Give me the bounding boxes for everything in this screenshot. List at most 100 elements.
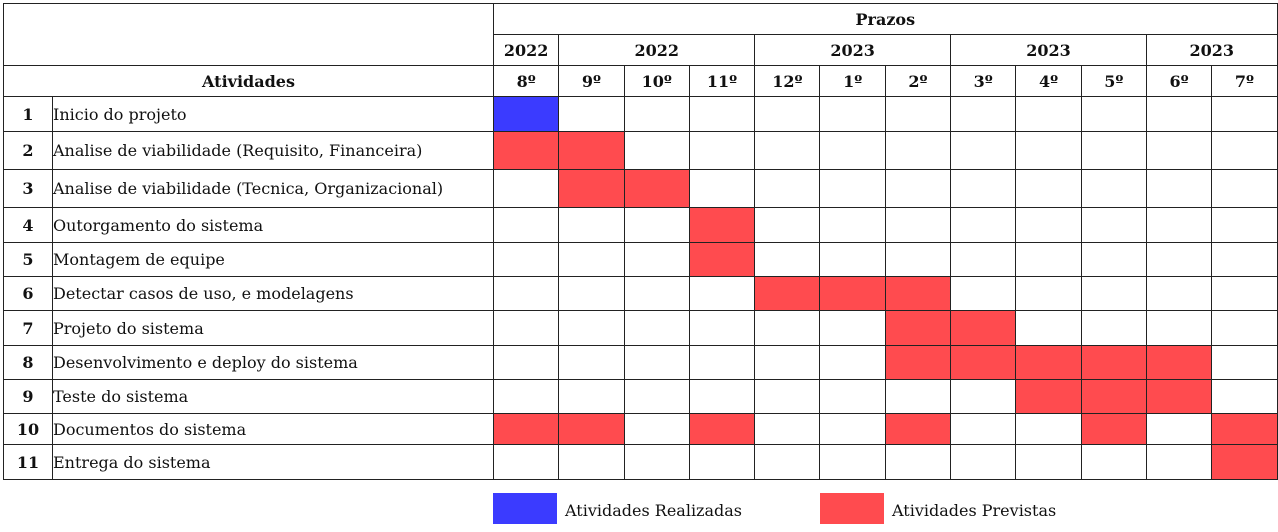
header-year: 2023	[1145, 34, 1278, 66]
timeline-cell-planned	[1145, 379, 1213, 414]
timeline-cell-empty	[754, 242, 821, 277]
timeline-cell-empty	[623, 131, 690, 170]
activity-name: Outorgamento do sistema	[52, 207, 494, 243]
timeline-cell-empty	[950, 413, 1017, 445]
timeline-cell-empty	[884, 444, 952, 480]
timeline-cell-empty	[688, 345, 756, 380]
timeline-cell-planned	[492, 131, 560, 170]
timeline-cell-empty	[1145, 169, 1213, 208]
timeline-cell-empty	[819, 379, 886, 414]
timeline-cell-planned	[1015, 345, 1082, 380]
timeline-cell-empty	[1211, 207, 1278, 243]
timeline-cell-planned	[1080, 345, 1147, 380]
activity-number: 11	[3, 444, 53, 480]
timeline-cell-empty	[558, 310, 625, 346]
header-prazos: Prazos	[493, 3, 1278, 35]
timeline-cell-empty	[1211, 379, 1278, 414]
header-month: 7º	[1211, 65, 1278, 97]
timeline-cell-empty	[1211, 96, 1278, 132]
timeline-cell-empty	[623, 413, 690, 445]
timeline-cell-planned	[884, 276, 952, 311]
timeline-cell-empty	[754, 207, 821, 243]
timeline-cell-empty	[623, 444, 690, 480]
activity-name: Projeto do sistema	[52, 310, 494, 346]
activity-row: 7 Projeto do sistema	[3, 310, 1278, 346]
timeline-cell-empty	[754, 310, 821, 346]
timeline-cell-empty	[492, 242, 560, 277]
timeline-cell-empty	[1145, 242, 1213, 277]
timeline-cell-empty	[754, 413, 821, 445]
timeline-cell-done	[492, 96, 560, 132]
timeline-cell-empty	[1145, 96, 1213, 132]
timeline-cell-empty	[819, 310, 886, 346]
activity-row: 11 Entrega do sistema	[3, 444, 1278, 480]
timeline-cell-empty	[884, 207, 952, 243]
timeline-cell-empty	[1080, 444, 1147, 480]
activity-number: 8	[3, 345, 53, 380]
timeline-cell-empty	[819, 444, 886, 480]
activity-row: 8 Desenvolvimento e deploy do sistema	[3, 345, 1278, 380]
timeline-cell-empty	[819, 413, 886, 445]
timeline-cell-planned	[819, 276, 886, 311]
timeline-cell-empty	[688, 169, 756, 208]
timeline-cell-planned	[558, 169, 625, 208]
timeline-cell-empty	[623, 207, 690, 243]
timeline-cell-empty	[1015, 169, 1082, 208]
activity-name: Teste do sistema	[52, 379, 494, 414]
timeline-cell-planned	[1015, 379, 1082, 414]
timeline-cell-empty	[819, 207, 886, 243]
timeline-cell-planned	[1211, 413, 1278, 445]
timeline-cell-empty	[950, 276, 1017, 311]
timeline-cell-empty	[1211, 310, 1278, 346]
timeline-cell-empty	[754, 379, 821, 414]
timeline-cell-planned	[558, 131, 625, 170]
activity-row: 3 Analise de viabilidade (Tecnica, Organi…	[3, 169, 1278, 208]
timeline-cell-empty	[754, 96, 821, 132]
timeline-cell-empty	[558, 345, 625, 380]
legend-swatch-planned	[820, 493, 884, 524]
timeline-cell-empty	[819, 242, 886, 277]
header-month: 11º	[688, 65, 756, 97]
timeline-cell-empty	[1015, 207, 1082, 243]
timeline-cell-planned	[1211, 444, 1278, 480]
timeline-cell-empty	[1015, 276, 1082, 311]
timeline-cell-empty	[1145, 207, 1213, 243]
activity-row: 10 Documentos do sistema	[3, 413, 1278, 445]
timeline-cell-empty	[1211, 131, 1278, 170]
timeline-cell-empty	[1145, 310, 1213, 346]
timeline-cell-planned	[950, 345, 1017, 380]
timeline-cell-empty	[1015, 131, 1082, 170]
timeline-cell-planned	[623, 169, 690, 208]
timeline-cell-empty	[558, 242, 625, 277]
timeline-cell-empty	[492, 207, 560, 243]
header-atividades: Atividades	[3, 65, 494, 97]
header-month: 1º	[819, 65, 886, 97]
header-month: 6º	[1145, 65, 1213, 97]
timeline-cell-empty	[1015, 413, 1082, 445]
activity-name: Documentos do sistema	[52, 413, 494, 445]
timeline-cell-empty	[623, 310, 690, 346]
activity-number: 10	[3, 413, 53, 445]
timeline-cell-empty	[688, 276, 756, 311]
header-month: 9º	[558, 65, 625, 97]
timeline-cell-empty	[819, 131, 886, 170]
timeline-cell-empty	[623, 345, 690, 380]
timeline-cell-planned	[1080, 413, 1147, 445]
activity-number: 9	[3, 379, 53, 414]
activity-name: Desenvolvimento e deploy do sistema	[52, 345, 494, 380]
timeline-cell-empty	[623, 379, 690, 414]
activity-number: 7	[3, 310, 53, 346]
timeline-cell-empty	[1080, 242, 1147, 277]
timeline-cell-planned	[950, 310, 1017, 346]
timeline-cell-planned	[558, 413, 625, 445]
timeline-cell-empty	[950, 131, 1017, 170]
timeline-cell-empty	[1211, 242, 1278, 277]
timeline-cell-empty	[1145, 444, 1213, 480]
timeline-cell-empty	[558, 96, 625, 132]
timeline-cell-planned	[884, 345, 952, 380]
activity-number: 6	[3, 276, 53, 311]
timeline-cell-empty	[884, 169, 952, 208]
timeline-cell-empty	[1211, 169, 1278, 208]
header-month: 2º	[884, 65, 952, 97]
timeline-cell-empty	[1015, 310, 1082, 346]
